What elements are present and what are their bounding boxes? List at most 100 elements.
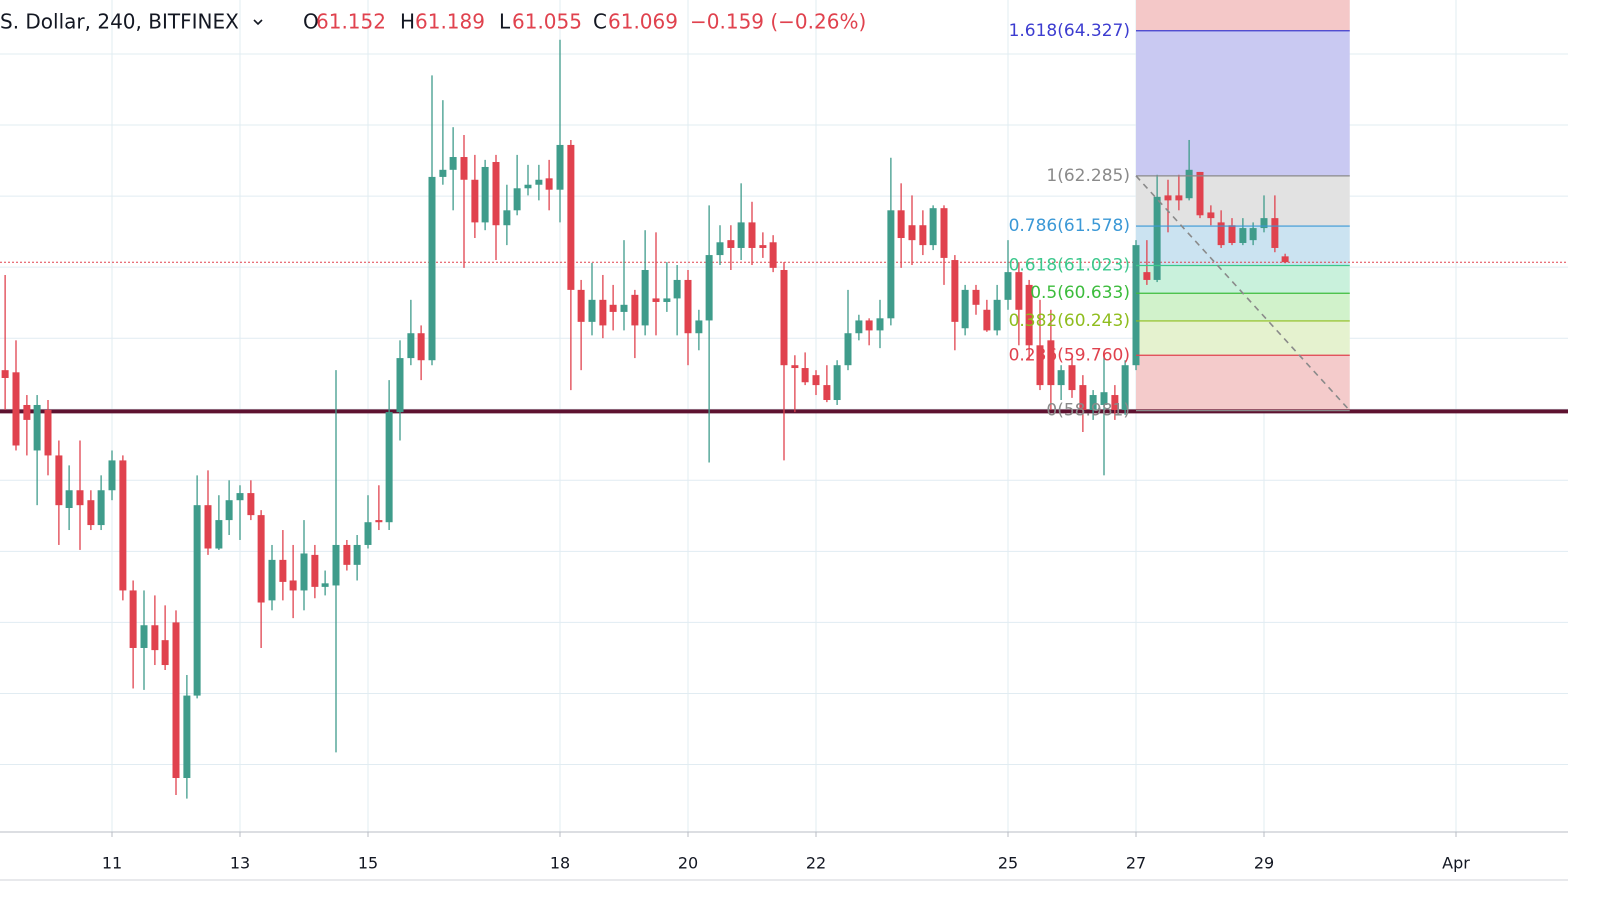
candle-body <box>876 318 884 331</box>
chevron-icon[interactable] <box>253 19 263 26</box>
candle-body <box>55 455 63 506</box>
candle-body <box>1057 370 1065 386</box>
fib-level-label: 0.618(61.023) <box>1009 256 1130 276</box>
candle-body <box>951 260 959 322</box>
candle-body <box>940 208 948 258</box>
candle-body <box>1164 195 1172 201</box>
symbol-title[interactable]: S. Dollar, 240, BITFINEX <box>0 10 239 34</box>
candle-body <box>257 515 265 603</box>
candle-body <box>1089 395 1097 410</box>
ohlc-label: O <box>303 10 319 34</box>
candle-body <box>161 640 169 666</box>
candle-body <box>65 490 73 509</box>
candle-body <box>1004 272 1012 300</box>
candle-body <box>503 210 511 226</box>
x-tick-label: 25 <box>998 854 1018 873</box>
candle-body <box>535 179 543 185</box>
x-tick-label: 20 <box>678 854 698 873</box>
candle-body <box>300 553 308 591</box>
candle-body <box>716 242 724 256</box>
candle-body <box>119 460 127 591</box>
candle-body <box>993 299 1001 331</box>
candle-body <box>759 245 767 248</box>
fib-levels: 1.618(64.327) 1(62.285) 0.786(61.578) 0.618… <box>1009 21 1351 421</box>
candle-body <box>439 169 447 177</box>
candle-body <box>108 460 116 491</box>
candle-body <box>1260 218 1268 229</box>
candle-body <box>87 500 95 526</box>
fib-level-label: 1(62.285) <box>1046 166 1130 186</box>
fib-level-label: 0.382(60.243) <box>1009 311 1130 331</box>
candle-body <box>897 210 905 239</box>
candle-body <box>652 298 660 302</box>
x-tick-label: 11 <box>102 854 122 873</box>
ohlc-value: 61.055 <box>512 10 582 34</box>
x-tick-label: 15 <box>358 854 378 873</box>
candle-body <box>769 242 777 268</box>
candle-body <box>1079 385 1087 410</box>
fib-zone <box>1136 293 1350 321</box>
candle-body <box>1143 272 1151 280</box>
fib-level-label: 0.236(59.760) <box>1009 345 1130 365</box>
candle-body <box>449 157 457 170</box>
candle-body <box>236 493 244 501</box>
candle-body <box>183 695 191 779</box>
candle-body <box>972 289 980 305</box>
candle-body <box>695 320 703 334</box>
candle-body <box>1132 245 1140 366</box>
candle-body <box>1249 228 1257 241</box>
candle-body <box>343 544 351 565</box>
candle-body <box>471 179 479 223</box>
candle-body <box>1025 284 1033 346</box>
candle-body <box>1281 256 1289 263</box>
candle-body <box>705 255 713 321</box>
candle-body <box>1153 196 1161 280</box>
fib-zone <box>1136 265 1350 294</box>
candle-body <box>983 309 991 331</box>
header[interactable]: S. Dollar, 240, BITFINEX O61.152 H 61.189 L… <box>0 10 866 34</box>
ohlc-value: 61.152 <box>316 10 386 34</box>
candle-body <box>887 210 895 319</box>
candle-body <box>311 554 319 587</box>
candle-body <box>855 320 863 334</box>
candle-body <box>513 188 521 211</box>
candle-body <box>268 559 276 601</box>
candle-body <box>97 490 105 526</box>
candle-body <box>844 333 852 366</box>
candle-body <box>599 299 607 326</box>
ohlc-value: 61.069 <box>608 10 678 34</box>
fib-trend-line <box>1135 175 1351 412</box>
candle-body <box>1228 225 1236 243</box>
x-tick-label: 22 <box>806 854 826 873</box>
fib-zone <box>1136 30 1350 176</box>
candle-body <box>460 157 468 180</box>
candle-body <box>417 333 425 361</box>
candle-body <box>279 559 287 582</box>
ohlc-value: 61.189 <box>415 10 485 34</box>
candle-body <box>1217 222 1225 246</box>
candle-body <box>23 404 31 420</box>
candle-body <box>428 176 436 361</box>
candle-body <box>172 622 180 779</box>
candle-body <box>577 289 585 322</box>
candle-body <box>1121 365 1129 410</box>
fib-zone <box>1136 320 1350 356</box>
candle-body <box>492 161 500 226</box>
fib-zone-top <box>1136 0 1350 31</box>
candle-body <box>524 184 532 189</box>
candle-body <box>823 385 831 401</box>
candle-body <box>1068 365 1076 391</box>
candle-body <box>1047 340 1055 386</box>
candle-body <box>748 222 756 248</box>
candle-body <box>567 144 575 290</box>
candle-body <box>609 304 617 312</box>
ohlc-label: C <box>593 10 607 34</box>
candle-body <box>76 490 84 506</box>
candle-body <box>961 289 969 329</box>
candle-body <box>44 409 52 456</box>
candle-body <box>247 493 255 516</box>
candle-body <box>545 178 553 190</box>
candle-body <box>919 225 927 246</box>
x-tick-label: 29 <box>1254 854 1274 873</box>
candle-body <box>588 299 596 322</box>
